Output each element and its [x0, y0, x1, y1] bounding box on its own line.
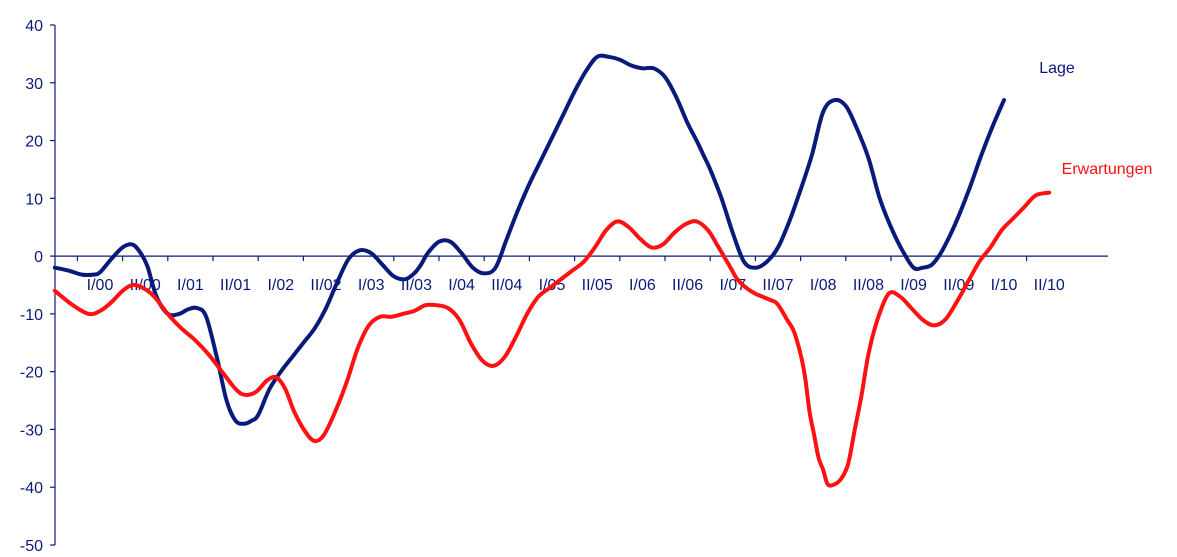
x-tick-label: I/08 [810, 277, 837, 294]
x-tick-label: I/01 [177, 277, 204, 294]
x-tick-label: II/08 [853, 277, 884, 294]
y-tick-label: 40 [25, 18, 43, 35]
series-label-1: Erwartungen [1062, 161, 1153, 178]
x-tick-label: II/03 [401, 277, 432, 294]
x-tick-label: I/00 [87, 277, 114, 294]
y-tick-label: -10 [20, 307, 43, 324]
series-label-0: Lage [1039, 60, 1075, 77]
x-tick-label: I/09 [900, 277, 927, 294]
y-tick-label: 10 [25, 191, 43, 208]
x-tick-label: II/10 [1034, 277, 1065, 294]
y-tick-label: -40 [20, 480, 43, 497]
series-line-0 [52, 53, 1006, 426]
y-tick-label: -20 [20, 365, 43, 382]
y-tick-label: -50 [20, 538, 43, 552]
y-tick-label: 20 [25, 134, 43, 151]
x-tick-labels: I/00 II/00 I/01 II/01 I/02 II/02 I/03 II/03 I/04… [76, 256, 1065, 294]
y-tick-label: -30 [20, 422, 43, 439]
x-tick-label: I/10 [991, 277, 1018, 294]
x-tick-label: I/03 [358, 277, 385, 294]
y-tick-label: 0 [34, 249, 43, 266]
axes [54, 25, 1108, 545]
x-tick-label: I/04 [448, 277, 475, 294]
x-tick-label: II/07 [762, 277, 793, 294]
y-tick-labels: 40 30 20 10 0 -10 -20 -30 -40 -50 [20, 18, 55, 555]
series-lines [52, 53, 1052, 488]
x-tick-label: II/04 [491, 277, 522, 294]
x-tick-label: II/01 [220, 277, 251, 294]
x-tick-label: I/06 [629, 277, 656, 294]
y-tick-label: 30 [25, 76, 43, 93]
series-line-1 [52, 190, 1052, 488]
x-tick-label: II/06 [672, 277, 703, 294]
x-tick-label: I/02 [267, 277, 294, 294]
series-labels: Lage Erwartungen [1039, 60, 1152, 178]
x-tick-label: II/05 [582, 277, 613, 294]
